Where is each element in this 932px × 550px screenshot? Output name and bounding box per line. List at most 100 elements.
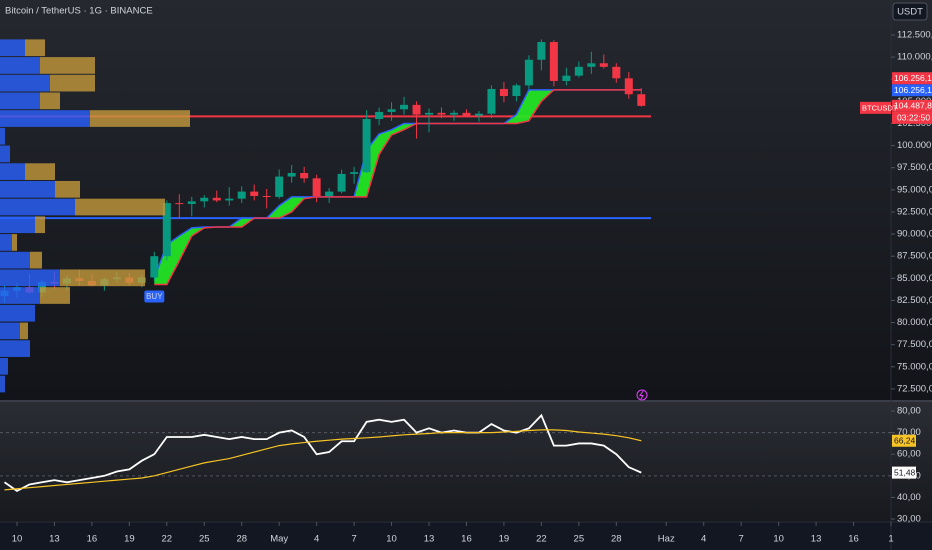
candle-body	[425, 112, 434, 115]
profile-sell	[60, 269, 145, 287]
profile-buy	[0, 322, 20, 340]
rsi-pane	[0, 402, 932, 522]
candle-body	[562, 75, 571, 81]
candle-body	[637, 94, 646, 106]
x-tick-label: 4	[314, 534, 319, 545]
candle-body	[612, 66, 621, 79]
candle-body	[549, 42, 558, 81]
y-tick-label: 70,00	[897, 427, 921, 438]
profile-sell	[90, 110, 190, 127]
x-tick-label: Haz	[658, 534, 675, 545]
symbol-tag	[860, 101, 891, 114]
price-tag	[892, 72, 932, 85]
candle-body	[624, 78, 633, 95]
buy-label-box	[144, 290, 165, 303]
x-tick-label: 10	[773, 534, 784, 545]
x-tick-label: 28	[611, 534, 622, 545]
profile-buy	[0, 145, 10, 163]
candle-body	[162, 203, 171, 257]
y-tick-label: 92.500,00	[897, 206, 932, 217]
profile-buy	[0, 110, 90, 127]
candle-body	[200, 197, 209, 202]
candle-body	[325, 191, 334, 197]
profile-sell	[35, 216, 45, 234]
candle-body	[400, 104, 409, 110]
candle-body	[362, 119, 371, 173]
candle-body	[537, 42, 546, 60]
trend-band	[154, 89, 642, 285]
value-tag-label: 66,24	[894, 436, 916, 446]
y-tick-label: 80,00	[897, 406, 921, 417]
x-tick-label: 16	[461, 534, 472, 545]
candle-body	[212, 197, 221, 201]
x-tick-label: 10	[12, 534, 23, 545]
profile-sell	[55, 180, 80, 198]
plot: 112.500,00110.000,00107.500,00105.000,00…	[0, 29, 932, 545]
candle-body	[150, 256, 159, 278]
candle-body	[237, 191, 246, 199]
x-tick-label: 13	[424, 534, 435, 545]
profile-buy	[0, 340, 30, 357]
x-tick-label: 19	[499, 534, 510, 545]
candle-body	[412, 104, 421, 115]
x-tick-label: 7	[351, 534, 356, 545]
profile-buy	[0, 251, 30, 269]
profile-buy	[0, 163, 25, 180]
candle-body	[437, 112, 446, 115]
candle-body	[574, 66, 583, 76]
symbol-tag-label: BTCUSDT	[862, 103, 898, 112]
price-tag-label: 106.256,15	[894, 73, 932, 83]
x-tick-label: 1	[888, 534, 893, 545]
y-tick-label: 110.000,00	[897, 52, 932, 63]
profile-buy	[0, 74, 50, 92]
profile-buy	[0, 92, 40, 110]
price-tag	[892, 99, 932, 112]
profile-buy	[0, 269, 60, 287]
candle-body	[187, 201, 196, 204]
candle-body	[375, 111, 384, 120]
candle-body	[512, 85, 521, 97]
rsi-line	[3, 413, 642, 492]
profile-sell	[25, 163, 55, 180]
profile-buy	[0, 357, 8, 375]
event-icon-bolt	[639, 390, 644, 400]
y-tick-label: 77.500,00	[897, 339, 932, 350]
event-icon[interactable]	[636, 389, 648, 401]
profile-sell	[40, 57, 95, 74]
x-tick-label: 16	[87, 534, 98, 545]
candle-body	[487, 88, 496, 114]
rsi-line	[4, 429, 642, 491]
candle-body	[599, 63, 608, 67]
profile-buy	[0, 180, 55, 198]
profile-sell	[12, 234, 17, 251]
y-tick-label: 82.500,00	[897, 295, 932, 306]
profile-sell	[40, 287, 70, 304]
x-tick-label: 28	[236, 534, 247, 545]
profile-buy	[0, 57, 40, 74]
y-tick-label: 80.000,00	[897, 317, 932, 328]
x-tick-label: 22	[536, 534, 547, 545]
x-tick-label: 10	[386, 534, 397, 545]
profile-sell	[20, 322, 28, 340]
currency-button[interactable]	[892, 2, 928, 21]
candle-body	[524, 59, 533, 86]
y-tick-label: 100.000,00	[897, 140, 932, 151]
candle-body	[275, 176, 284, 197]
x-tick-label: 16	[848, 534, 859, 545]
profile-buy	[0, 127, 5, 145]
x-tick-label: 13	[811, 534, 822, 545]
x-tick-label: 25	[199, 534, 210, 545]
countdown-label: 03:22:50	[897, 113, 930, 123]
x-tick-label: 13	[49, 534, 60, 545]
chart-title: Bitcoin / TetherUS · 1G · BINANCE	[5, 6, 153, 17]
y-tick-label: 60,00	[897, 449, 921, 460]
profile-sell	[30, 251, 42, 269]
profile-buy	[0, 198, 75, 216]
y-tick-label: 112.500,00	[897, 29, 932, 40]
currency-label[interactable]: USDT	[897, 7, 923, 18]
x-tick-label: May	[270, 534, 288, 545]
profile-sell	[50, 74, 95, 92]
candle-body	[587, 63, 596, 67]
